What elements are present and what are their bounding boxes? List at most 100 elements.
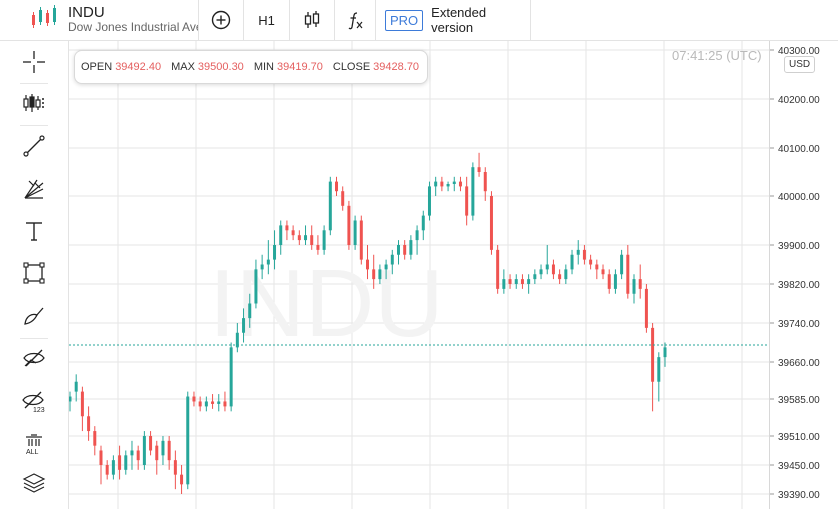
candle-body [589, 259, 593, 265]
price-tick-label: 39820.00 [778, 280, 820, 291]
candle-body [651, 327, 655, 382]
brush-tool[interactable] [19, 301, 49, 331]
layers-tool[interactable] [19, 469, 49, 499]
ohlc-legend: OPEN 39492.40 MAX 39500.30 MIN 39419.70 … [74, 50, 429, 84]
candle-body [527, 279, 531, 284]
close-value: 39428.70 [373, 61, 420, 73]
candle-body [235, 332, 239, 348]
add-indicator-icon [211, 10, 231, 30]
candle-body [322, 230, 326, 250]
text-tool[interactable] [19, 216, 49, 246]
candle-body [167, 440, 171, 461]
candle-body [601, 269, 605, 275]
timeframe-button[interactable]: H1 [243, 0, 289, 40]
hide-indicators-tool[interactable]: 123 [19, 386, 49, 416]
price-axis[interactable]: 40300.00 40200.00 40100.00 40000.00 39900.00… [769, 41, 838, 509]
price-tick-label: 39390.00 [778, 490, 820, 501]
candle-body [390, 254, 394, 265]
function-button[interactable] [334, 0, 375, 40]
candlestick-chart[interactable]: INDU [68, 41, 769, 509]
candle-body [136, 450, 140, 461]
candle-body [446, 184, 450, 187]
max-value: 39500.30 [197, 61, 244, 73]
candle-body [440, 181, 444, 187]
candle-body [409, 240, 413, 255]
add-indicator-button[interactable] [198, 0, 243, 40]
candle-body [180, 474, 184, 485]
candle-body [198, 401, 202, 407]
candle-body [570, 254, 574, 270]
candle-body [217, 401, 221, 404]
candle-body [285, 225, 289, 231]
currency-badge[interactable]: USD [784, 56, 816, 73]
candle-body [260, 264, 264, 270]
crosshair-tool[interactable] [19, 47, 49, 77]
candle-body [378, 269, 382, 280]
pro-badge: PRO [385, 9, 424, 31]
candle-body [328, 181, 332, 231]
candle-body [477, 167, 481, 172]
top-toolbar: INDU Dow Jones Industrial Ave H1 PRO Ext… [0, 0, 838, 41]
trend-line-icon [23, 135, 45, 157]
candle-body [105, 465, 109, 475]
price-tick-label: 40100.00 [778, 144, 820, 155]
candle-body [644, 288, 648, 328]
chart-plot[interactable]: INDU [68, 41, 769, 509]
candles-settings-tool[interactable] [19, 88, 49, 118]
candlestick-type-icon [304, 11, 320, 28]
candle-body [204, 401, 208, 407]
candle-body [161, 440, 165, 456]
candle-body [452, 181, 456, 184]
candle-body [111, 460, 115, 475]
candle-body [316, 245, 320, 250]
candle-body [173, 460, 177, 475]
candle-body [613, 274, 617, 289]
price-tick-label: 40000.00 [778, 192, 820, 203]
candle-body [87, 416, 91, 432]
trend-line-tool[interactable] [19, 131, 49, 161]
candle-body [118, 455, 122, 470]
text-icon [26, 222, 42, 241]
candle-body [155, 445, 159, 461]
candle-body [620, 254, 624, 275]
candle-body [192, 396, 196, 402]
candle-body [74, 381, 78, 392]
candle-body [186, 396, 190, 485]
candle-body [533, 274, 537, 280]
candle-body [564, 269, 568, 280]
drawing-toolbar: 123 ALL [0, 41, 69, 509]
candle-body [254, 269, 258, 304]
candle-body [539, 269, 543, 275]
symbol-title[interactable]: INDU [68, 4, 105, 21]
brush-icon [24, 307, 44, 325]
fibonacci-fan-tool[interactable] [19, 174, 49, 204]
candle-body [335, 181, 339, 192]
candle-body [607, 274, 611, 289]
candle-body [502, 279, 506, 289]
min-label: MIN [253, 61, 274, 73]
hide-drawings-tool[interactable] [19, 343, 49, 373]
candle-body [657, 357, 661, 382]
candle-body [421, 215, 425, 231]
candle-body [396, 245, 400, 255]
extended-version-label: Extended version [431, 5, 487, 35]
candle-body [347, 205, 351, 245]
max-label: MAX [171, 61, 195, 73]
candle-body [427, 186, 431, 216]
candle-body [465, 186, 469, 216]
rectangle-icon [23, 262, 45, 284]
delete-all-tool[interactable]: ALL [19, 429, 49, 459]
chart-type-button[interactable] [289, 0, 334, 40]
candle-body [471, 167, 475, 216]
extended-version-button[interactable]: PRO Extended version [375, 0, 531, 40]
candle-body [149, 436, 153, 451]
candle-body [310, 235, 314, 245]
candle-body [266, 259, 270, 265]
chart-watermark: INDU [209, 250, 444, 357]
candle-body [279, 225, 283, 245]
price-axis-labels: 40300.00 40200.00 40100.00 40000.00 39900.00… [770, 46, 820, 501]
rectangle-tool[interactable] [19, 258, 49, 288]
price-tick-label: 40200.00 [778, 95, 820, 106]
candle-body [366, 259, 369, 270]
candle-body [489, 196, 493, 250]
